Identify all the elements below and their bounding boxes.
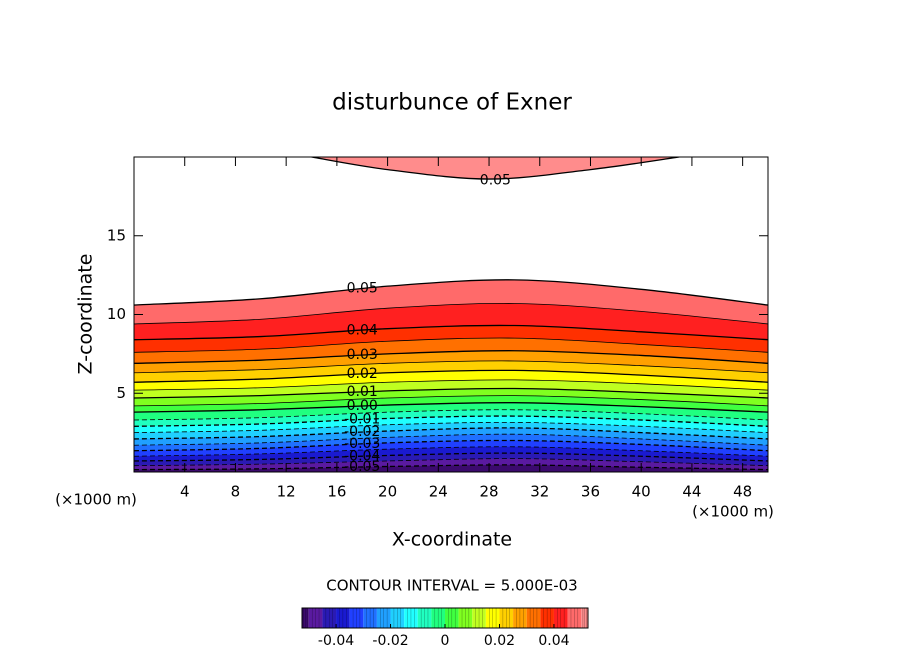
contour-label: 0.01	[347, 384, 378, 400]
x-tick-label: 4	[180, 483, 190, 501]
x-tick-label: 44	[682, 483, 701, 501]
contour-line	[134, 402, 768, 413]
contour-label: -0.04	[344, 448, 380, 464]
contour-line	[134, 458, 768, 467]
contour-label: 0.04	[347, 322, 378, 338]
contour-label: 0.03	[347, 347, 378, 363]
contour-line	[134, 379, 768, 391]
contour-line	[134, 421, 768, 434]
contour-line	[134, 415, 768, 427]
colorbar-tick-label: 0.04	[538, 633, 569, 649]
contour-line	[134, 427, 768, 440]
x-tick-label: 24	[429, 483, 448, 501]
contour-label: -0.05	[344, 459, 380, 475]
chart-title: disturbunce of Exner	[332, 90, 572, 116]
contour-fill	[311, 157, 680, 180]
x-tick-label: 40	[632, 483, 651, 501]
contour-label: 0.00	[347, 398, 378, 414]
contour-line	[134, 387, 768, 399]
contour-label: -0.02	[344, 424, 380, 440]
contour-line	[134, 350, 768, 364]
contour-label: -0.03	[344, 436, 380, 452]
contour-line	[134, 409, 768, 421]
contour-line	[311, 157, 680, 180]
contour-line	[134, 324, 768, 341]
x-tick-label: 12	[277, 483, 296, 501]
colorbar-tick-label: -0.02	[372, 633, 408, 649]
contour-line	[134, 439, 768, 452]
y-tick-label: 10	[107, 305, 126, 323]
x-tick-label: 16	[327, 483, 346, 501]
colorbar-tick-label: 0.02	[484, 633, 515, 649]
contour-label: 0.05	[480, 172, 511, 188]
colorbar-tick-label: 0	[441, 633, 450, 649]
x-tick-label: 28	[479, 483, 498, 501]
x-tick-label: 32	[530, 483, 549, 501]
x-unit: (×1000 m)	[692, 503, 774, 521]
x-tick-label: 48	[733, 483, 752, 501]
x-tick-label: 20	[378, 483, 397, 501]
contour-label: -0.01	[344, 412, 380, 428]
contour-line	[134, 360, 768, 374]
x-tick-label: 8	[231, 483, 241, 501]
contour-line	[134, 279, 768, 306]
contour-interval: CONTOUR INTERVAL = 5.000E-03	[326, 577, 577, 595]
contour-line	[134, 303, 768, 325]
x-tick-label: 36	[581, 483, 600, 501]
contour-label: 0.02	[347, 366, 378, 382]
contour-line	[134, 395, 768, 407]
contour-line	[134, 369, 768, 383]
contour-line	[134, 452, 768, 462]
contour-line	[134, 433, 768, 446]
contour-line	[134, 337, 768, 353]
y-tick-label: 15	[107, 226, 126, 244]
y-unit: (×1000 m)	[55, 491, 137, 509]
contour-line	[134, 464, 768, 471]
contour-line	[134, 446, 768, 457]
contour-label: 0.05	[347, 281, 378, 297]
colorbar-tick-label: -0.04	[318, 633, 354, 649]
x-axis-label: X-coordinate	[392, 529, 512, 551]
y-axis-label: Z-coordinate	[75, 254, 97, 375]
y-tick-label: 5	[116, 384, 126, 402]
